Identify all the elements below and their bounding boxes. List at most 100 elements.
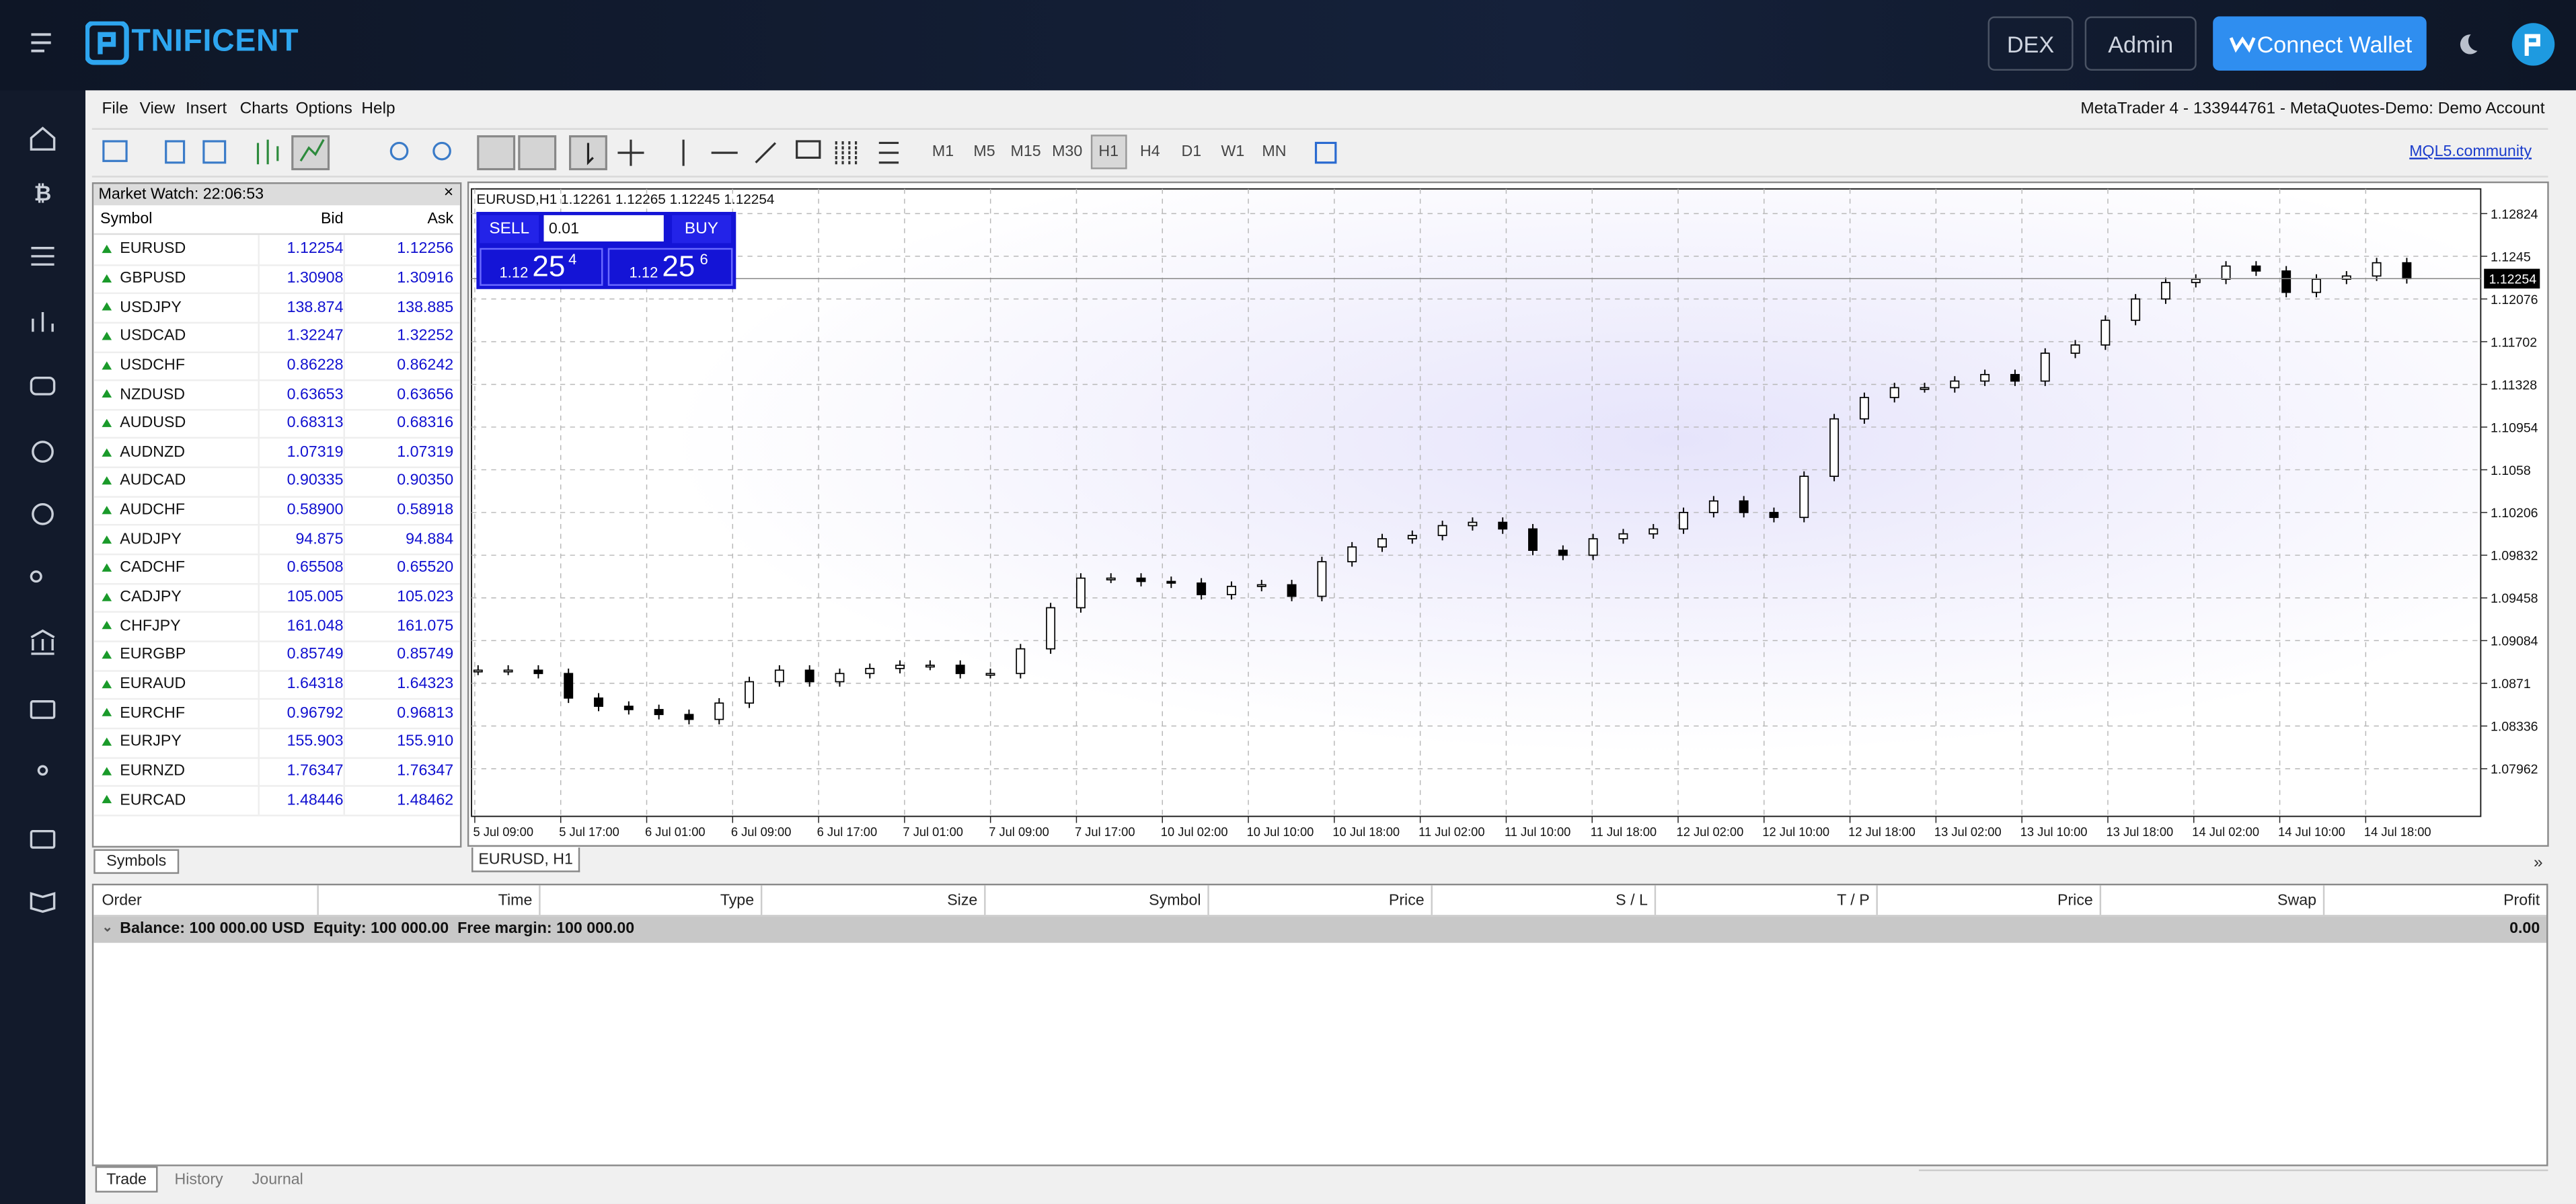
y-tick-label: 1.11328 bbox=[2491, 378, 2537, 393]
bitcoin-icon[interactable]: ₿ bbox=[34, 181, 52, 205]
close-button[interactable]: × bbox=[443, 184, 454, 202]
symbol-row[interactable]: EURAUD 1.64318 1.64323 bbox=[93, 669, 460, 701]
timeframe-button[interactable]: H1 bbox=[1090, 135, 1127, 170]
line-tool[interactable] bbox=[299, 139, 325, 162]
admin-button[interactable]: Admin bbox=[2084, 16, 2197, 71]
bank-icon[interactable] bbox=[30, 629, 55, 655]
indicator-tool[interactable] bbox=[878, 141, 899, 164]
profiles-tool[interactable] bbox=[165, 140, 186, 164]
home-icon[interactable] bbox=[30, 126, 56, 151]
symbol-row[interactable]: EURUSD 1.12254 1.12256 bbox=[93, 235, 460, 266]
sell-button[interactable]: SELL bbox=[480, 215, 539, 243]
menu-item[interactable]: Charts bbox=[239, 100, 289, 118]
menu-item[interactable]: Options bbox=[295, 100, 352, 118]
bar-chart-tool[interactable] bbox=[256, 139, 279, 165]
fullscreen-tool[interactable] bbox=[1314, 141, 1337, 164]
buy-button[interactable]: BUY bbox=[672, 215, 731, 243]
chart-scroll[interactable]: » bbox=[2534, 853, 2543, 871]
bot-icon[interactable] bbox=[30, 376, 56, 396]
navigator-tool[interactable] bbox=[202, 140, 227, 164]
buy-price[interactable]: 1.12 25 6 bbox=[607, 248, 733, 286]
symbol-row[interactable]: NZDUSD 0.63653 0.63656 bbox=[93, 379, 460, 411]
terminal-tab[interactable]: Trade bbox=[95, 1166, 158, 1193]
lot-input[interactable]: 0.01 bbox=[543, 215, 664, 241]
symbol-row[interactable]: EURNZD 1.76347 1.76347 bbox=[93, 756, 460, 788]
timeframe-button[interactable]: M5 bbox=[973, 143, 995, 161]
symbol-row[interactable]: AUDNZD 1.07319 1.07319 bbox=[93, 437, 460, 469]
candle-body bbox=[835, 673, 845, 683]
timeframe-button[interactable]: W1 bbox=[1221, 143, 1245, 161]
x-tick-label: 13 Jul 10:00 bbox=[2020, 825, 2088, 839]
timeframe-button[interactable]: M30 bbox=[1052, 143, 1083, 161]
symbol-row[interactable]: CADJPY 105.005 105.023 bbox=[93, 582, 460, 613]
avatar[interactable] bbox=[2510, 22, 2556, 67]
one-click-trading: SELL 0.01 BUY 1.12 25 4 1.12 25 6 bbox=[476, 212, 736, 289]
briefcase-icon[interactable] bbox=[30, 829, 56, 849]
autoscroll-tool[interactable] bbox=[477, 135, 516, 171]
timeframe-button[interactable]: M1 bbox=[932, 143, 954, 161]
menu-icon[interactable] bbox=[28, 30, 54, 56]
timeframe-button[interactable]: D1 bbox=[1181, 143, 1202, 161]
collapse-icon[interactable]: ⌄ bbox=[102, 919, 113, 935]
symbol-row[interactable]: AUDUSD 0.68313 0.68316 bbox=[93, 408, 460, 440]
symbol-cell: AUDNZD bbox=[120, 437, 260, 467]
price-point: 4 bbox=[568, 251, 577, 268]
symbol-row[interactable]: GBPUSD 1.30908 1.30916 bbox=[93, 264, 460, 295]
symbol-row[interactable]: EURCHF 0.96792 0.96813 bbox=[93, 698, 460, 730]
zoom-in-tool[interactable] bbox=[389, 141, 409, 161]
candle-body bbox=[1708, 500, 1718, 513]
symbol-row[interactable]: EURCAD 1.48446 1.48462 bbox=[93, 786, 460, 817]
trendline-tool[interactable] bbox=[755, 142, 777, 163]
fibo-tool[interactable] bbox=[835, 141, 858, 165]
symbol-row[interactable]: EURJPY 155.903 155.910 bbox=[93, 727, 460, 759]
shift-tool[interactable] bbox=[518, 135, 557, 171]
stats-icon[interactable] bbox=[32, 311, 54, 332]
timeframe-button[interactable]: H4 bbox=[1139, 143, 1160, 161]
new-chart-tool[interactable] bbox=[102, 140, 128, 162]
cluster-icon[interactable] bbox=[32, 502, 54, 525]
x-tick-label: 5 Jul 17:00 bbox=[559, 825, 619, 839]
candle-body bbox=[1437, 525, 1447, 536]
timeframe-button[interactable]: M15 bbox=[1010, 143, 1041, 161]
book-icon[interactable] bbox=[30, 892, 56, 913]
menu-item[interactable]: File bbox=[102, 100, 128, 118]
wallet-nav-icon[interactable] bbox=[30, 700, 56, 719]
x-tick-label: 12 Jul 02:00 bbox=[1677, 825, 1744, 839]
terminal-tab[interactable]: History bbox=[174, 1170, 223, 1189]
symbol-row[interactable]: EURGBP 0.85749 0.85749 bbox=[93, 640, 460, 672]
chart-tab[interactable]: EURUSD, H1 bbox=[471, 848, 580, 872]
candle-body bbox=[1920, 387, 1930, 390]
candle-body bbox=[1407, 535, 1417, 539]
symbol-row[interactable]: AUDCHF 0.58900 0.58918 bbox=[93, 496, 460, 527]
menu-item[interactable]: Insert bbox=[186, 100, 227, 118]
timeframe-button[interactable]: MN bbox=[1262, 143, 1287, 161]
menu-item[interactable]: View bbox=[139, 100, 176, 118]
text-tool[interactable] bbox=[796, 140, 821, 159]
dex-button[interactable]: DEX bbox=[1987, 16, 2074, 71]
symbol-row[interactable]: CADCHF 0.65508 0.65520 bbox=[93, 554, 460, 585]
symbols-tab[interactable]: Symbols bbox=[93, 849, 180, 874]
theme-toggle[interactable] bbox=[2456, 33, 2479, 56]
menu-item[interactable]: Help bbox=[361, 100, 395, 118]
network-icon[interactable] bbox=[37, 765, 48, 776]
arrow-shape bbox=[102, 795, 112, 804]
symbol-row[interactable]: AUDJPY 94.875 94.884 bbox=[93, 525, 460, 556]
exchange-icon[interactable] bbox=[32, 441, 54, 463]
crosshair-tool[interactable] bbox=[617, 139, 644, 166]
candle-body bbox=[1829, 418, 1840, 477]
layers-icon[interactable] bbox=[31, 247, 54, 266]
symbol-row[interactable]: USDCAD 1.32247 1.32252 bbox=[93, 322, 460, 352]
connect-wallet-button[interactable]: Connect Wallet bbox=[2213, 16, 2427, 71]
x-tick-label: 6 Jul 17:00 bbox=[817, 825, 878, 839]
symbol-row[interactable]: USDCHF 0.86228 0.86242 bbox=[93, 350, 460, 382]
symbol-row[interactable]: CHFJPY 161.048 161.075 bbox=[93, 611, 460, 642]
wallet-icon bbox=[2229, 36, 2256, 53]
sell-price[interactable]: 1.12 25 4 bbox=[480, 248, 603, 286]
arrow-shape bbox=[102, 303, 112, 311]
symbol-row[interactable]: AUDCAD 0.90335 0.90350 bbox=[93, 466, 460, 498]
zoom-out-tool[interactable] bbox=[432, 141, 451, 161]
symbol-row[interactable]: USDJPY 138.874 138.885 bbox=[93, 293, 460, 324]
users-icon[interactable] bbox=[30, 570, 42, 583]
terminal-tab[interactable]: Journal bbox=[252, 1170, 303, 1189]
mql5-link[interactable]: MQL5.community bbox=[2409, 143, 2532, 161]
